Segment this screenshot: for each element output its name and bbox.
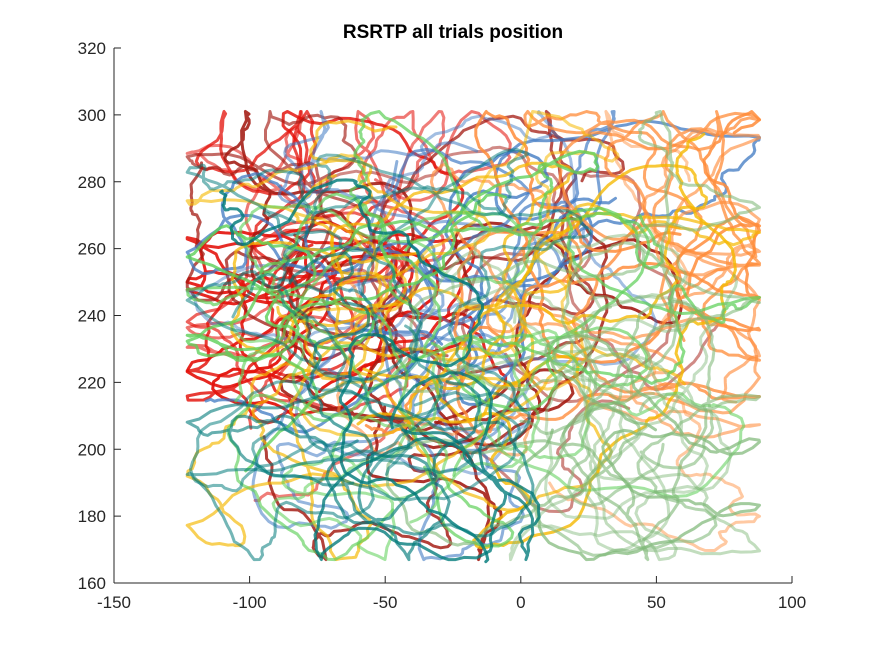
trajectory-line [474,110,761,364]
x-tick-label: -50 [373,593,398,612]
x-tick-label: 50 [647,593,666,612]
series-trial-group-teal [185,148,592,564]
trajectory-line [532,299,761,557]
trajectory-line [185,192,515,548]
trajectory-line [185,114,595,323]
trajectory-line [508,274,739,562]
trajectory-line [185,388,535,538]
trajectory-line [185,269,521,502]
x-tick-label: 0 [516,593,525,612]
trajectory-line [362,163,708,422]
trajectory-line [244,110,512,289]
x-tick-label: -150 [97,593,131,612]
y-tick-label: 160 [78,574,106,593]
trajectory-line [219,178,490,564]
trajectory-line [185,192,508,363]
trajectory-line [313,371,541,562]
trajectory-line [519,110,761,436]
trajectory-line [409,328,746,524]
trajectory-layer [185,110,761,564]
y-tick-label: 320 [78,39,106,58]
trajectory-line [548,110,761,552]
trajectory-line [277,148,530,476]
x-tick-label: -100 [233,593,267,612]
y-tick-label: 280 [78,173,106,192]
y-tick-label: 220 [78,373,106,392]
axes: -150 -100 -50 0 50 100 160 180 200 220 240 260 280 30… [78,39,807,612]
y-tick-label: 240 [78,307,106,326]
series-trial-group-lightgreen [185,110,761,562]
trajectory-line [523,110,761,362]
chart-title: RSRTP all trials position [343,22,563,43]
trajectory-line [415,250,694,552]
trajectory-line [185,211,444,562]
y-tick-label: 200 [78,440,106,459]
y-tick-label: 180 [78,507,106,526]
trajectory-line [349,110,651,412]
y-tick-label: 300 [78,106,106,125]
trajectory-line [394,241,665,507]
trajectory-line [356,132,737,550]
y-tick-label: 260 [78,240,106,259]
trajectory-line [450,206,761,385]
x-tick-label: 100 [778,593,806,612]
trajectory-line [288,251,482,562]
trajectory-line [185,163,592,411]
trajectory-line [514,334,761,562]
